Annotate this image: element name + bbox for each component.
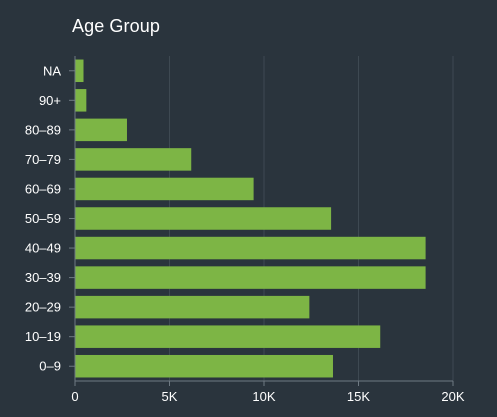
category-labels: NA 90+ 80–89 70–79 60–69 50–59 40–49 30–39 20–29… bbox=[25, 63, 61, 373]
bar bbox=[75, 325, 381, 348]
category-label: NA bbox=[43, 63, 61, 78]
x-tick-label: 0 bbox=[71, 389, 78, 404]
x-tick-label: 10K bbox=[252, 389, 275, 404]
bar bbox=[75, 89, 87, 112]
x-tick-label: 5K bbox=[162, 389, 178, 404]
x-tick-label: 15K bbox=[347, 389, 370, 404]
x-tick-labels: 0 5K 10K 15K 20K bbox=[71, 389, 465, 404]
axes bbox=[69, 56, 454, 386]
category-label: 10–19 bbox=[25, 329, 61, 344]
bar bbox=[75, 177, 254, 201]
x-tick-label: 20K bbox=[441, 389, 464, 404]
category-label: 0–9 bbox=[39, 359, 61, 374]
category-label: 70–79 bbox=[25, 152, 61, 167]
category-label: 90+ bbox=[39, 93, 61, 108]
category-label: 30–39 bbox=[25, 270, 61, 285]
category-label: 60–69 bbox=[25, 181, 61, 196]
bar bbox=[75, 236, 426, 260]
bar bbox=[75, 59, 84, 83]
bars bbox=[75, 59, 426, 378]
category-label: 40–49 bbox=[25, 241, 61, 256]
bar bbox=[75, 295, 310, 319]
category-label: 50–59 bbox=[25, 211, 61, 226]
bar bbox=[75, 118, 127, 142]
bar bbox=[75, 266, 426, 289]
bar bbox=[75, 207, 332, 230]
category-label: 20–29 bbox=[25, 300, 61, 315]
bar bbox=[75, 148, 192, 171]
chart-title: Age Group bbox=[72, 16, 160, 36]
category-label: 80–89 bbox=[25, 122, 61, 137]
bar bbox=[75, 354, 333, 378]
